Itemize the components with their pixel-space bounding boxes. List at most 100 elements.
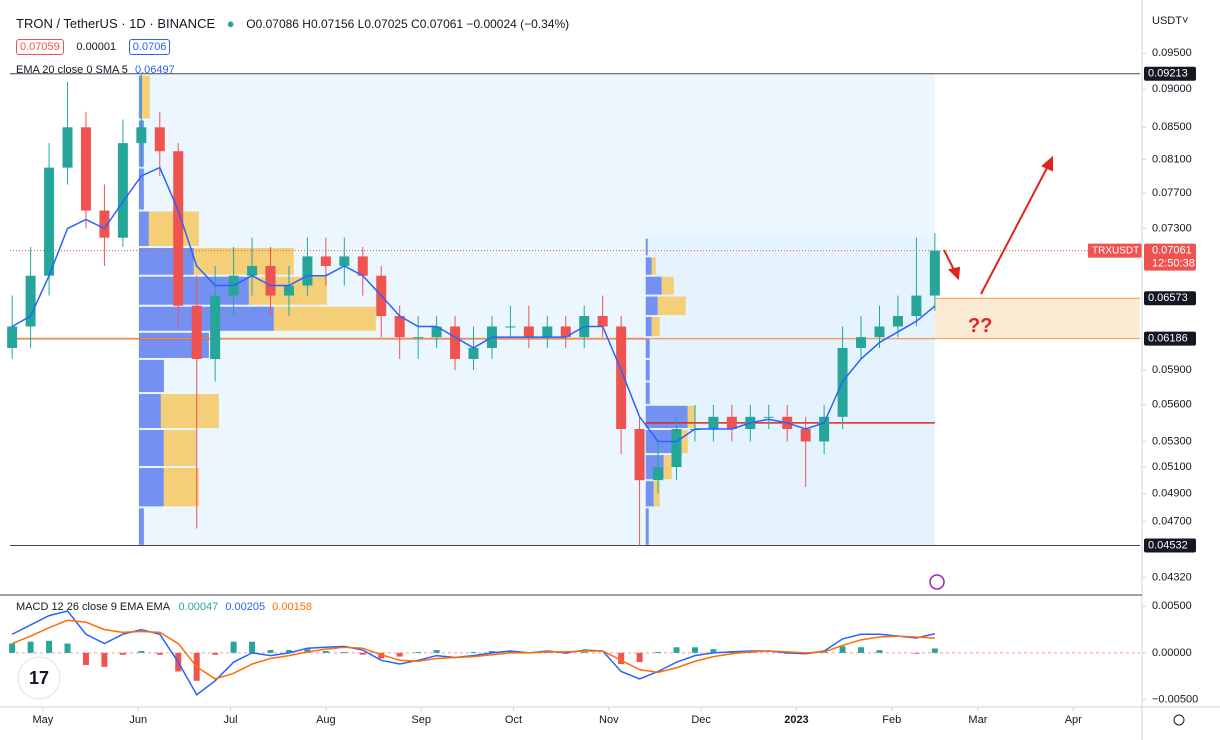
- macd-hist: [341, 651, 348, 653]
- header: TRON / TetherUS · 1D · BINANCE ● O0.0708…: [16, 16, 569, 31]
- y-tick-label: 0.05900: [1152, 364, 1192, 376]
- last-price: 0.07061: [1152, 245, 1192, 257]
- ema-legend: EMA 20 close 0 SMA 5 0.06497: [16, 64, 175, 76]
- macd-hist: [470, 651, 477, 653]
- candle-body: [357, 256, 368, 276]
- candle-body: [265, 265, 276, 296]
- profile-down: [193, 247, 294, 275]
- candle-body: [431, 326, 442, 338]
- candle-body: [560, 326, 571, 338]
- candle-body: [44, 167, 55, 276]
- profile-up: [645, 405, 688, 429]
- candle-body: [394, 316, 405, 338]
- y-tick-label: 0.09000: [1152, 83, 1192, 95]
- profile-up: [645, 238, 648, 256]
- event-icon[interactable]: [929, 574, 945, 590]
- macd-legend: MACD 12 26 close 9 EMA EMA 0.00047 0.002…: [16, 601, 312, 613]
- profile-up: [645, 508, 649, 545]
- macd-hist: [64, 643, 71, 653]
- macd-value: 0.00205: [225, 601, 266, 613]
- x-tick-label: Nov: [599, 714, 619, 726]
- profile-up: [645, 317, 652, 337]
- y-tick-label: 0.09500: [1152, 47, 1192, 59]
- macd-hist: [691, 647, 698, 653]
- status-dot: ●: [226, 16, 235, 31]
- arrows: [943, 155, 1053, 295]
- macd-hist: [488, 651, 495, 653]
- macd-hist: [212, 652, 219, 655]
- candle-body: [302, 256, 313, 286]
- profile-down: [163, 430, 196, 467]
- zone: [934, 298, 1140, 339]
- ema-label: EMA 20 close 0 SMA 5: [16, 64, 128, 76]
- candle-body: [173, 151, 184, 306]
- macd-hist: [378, 652, 385, 659]
- profile-up: [645, 382, 650, 404]
- candle-body: [929, 250, 940, 296]
- candle-body: [505, 326, 516, 328]
- candle-body: [708, 416, 719, 430]
- candle-body: [283, 285, 294, 296]
- profile-up: [138, 247, 194, 275]
- macd-hist: [156, 652, 163, 655]
- candle-body: [247, 265, 258, 276]
- profile-down: [163, 468, 199, 507]
- macd-y-tick-label: −0.00500: [1152, 693, 1198, 705]
- macd-hist: [119, 652, 126, 655]
- profile-down: [273, 306, 376, 331]
- profile-down: [657, 296, 686, 316]
- candle-body: [62, 127, 73, 168]
- profile-down: [653, 481, 660, 507]
- currency[interactable]: USDT˅: [1152, 15, 1188, 27]
- last-symbol: TRXUSDT: [1092, 245, 1139, 256]
- x-tick-label: Mar: [968, 714, 987, 726]
- y-tick-label: 0.08500: [1152, 121, 1192, 133]
- x-tick-label: Jul: [223, 714, 237, 726]
- macd-hist: [267, 650, 274, 653]
- macd-hist: [710, 649, 717, 653]
- profile-up: [645, 276, 662, 295]
- bid[interactable]: 0.07059: [16, 39, 64, 55]
- x-tick-label: Dec: [691, 714, 711, 726]
- x-tick-label: Oct: [505, 714, 522, 726]
- macd-hist: [285, 650, 292, 653]
- candle-body: [819, 416, 830, 442]
- hist-value: 0.00047: [178, 601, 219, 613]
- x-tick-label: Jun: [129, 714, 147, 726]
- macd-hist: [839, 646, 846, 653]
- spread: 0.00001: [76, 41, 117, 53]
- level-label: 0.09213: [1148, 68, 1188, 80]
- plot: 0.06186 0.06573?? 0.09213 0.04532 0.09500 0.0…: [7, 47, 1198, 726]
- macd-hist: [507, 651, 514, 653]
- macd-y-tick-label: 0.00500: [1152, 600, 1192, 612]
- macd-hist: [230, 641, 237, 653]
- macd-hist: [913, 652, 920, 654]
- profile-down: [661, 276, 674, 295]
- macd-hist: [618, 652, 625, 665]
- settings-icon[interactable]: [1173, 714, 1185, 726]
- y-tick-label: 0.08100: [1152, 153, 1192, 165]
- ask[interactable]: 0.0706: [128, 39, 171, 55]
- candle-body: [191, 305, 202, 359]
- candle-body: [800, 429, 811, 442]
- profile-range: [645, 237, 935, 546]
- zone-note: ??: [968, 315, 992, 337]
- macd-hist: [46, 640, 53, 653]
- y-tick-label: 0.05100: [1152, 461, 1192, 473]
- candle-body: [892, 316, 903, 327]
- profile-up: [138, 168, 144, 210]
- x-tick-label: Sep: [411, 714, 431, 726]
- level-tag: [1144, 291, 1196, 306]
- profile-down: [651, 257, 656, 275]
- profile-up: [645, 338, 650, 358]
- candle-body: [413, 337, 424, 339]
- logo-mark: 17: [29, 668, 49, 688]
- y-tick-label: 0.04900: [1152, 488, 1192, 500]
- candle-body: [117, 143, 128, 238]
- candle-body: [320, 256, 331, 266]
- macd-hist: [433, 650, 440, 653]
- macd-hist: [673, 647, 680, 653]
- y-tick-label: 0.05600: [1152, 399, 1192, 411]
- candle-body: [763, 416, 774, 418]
